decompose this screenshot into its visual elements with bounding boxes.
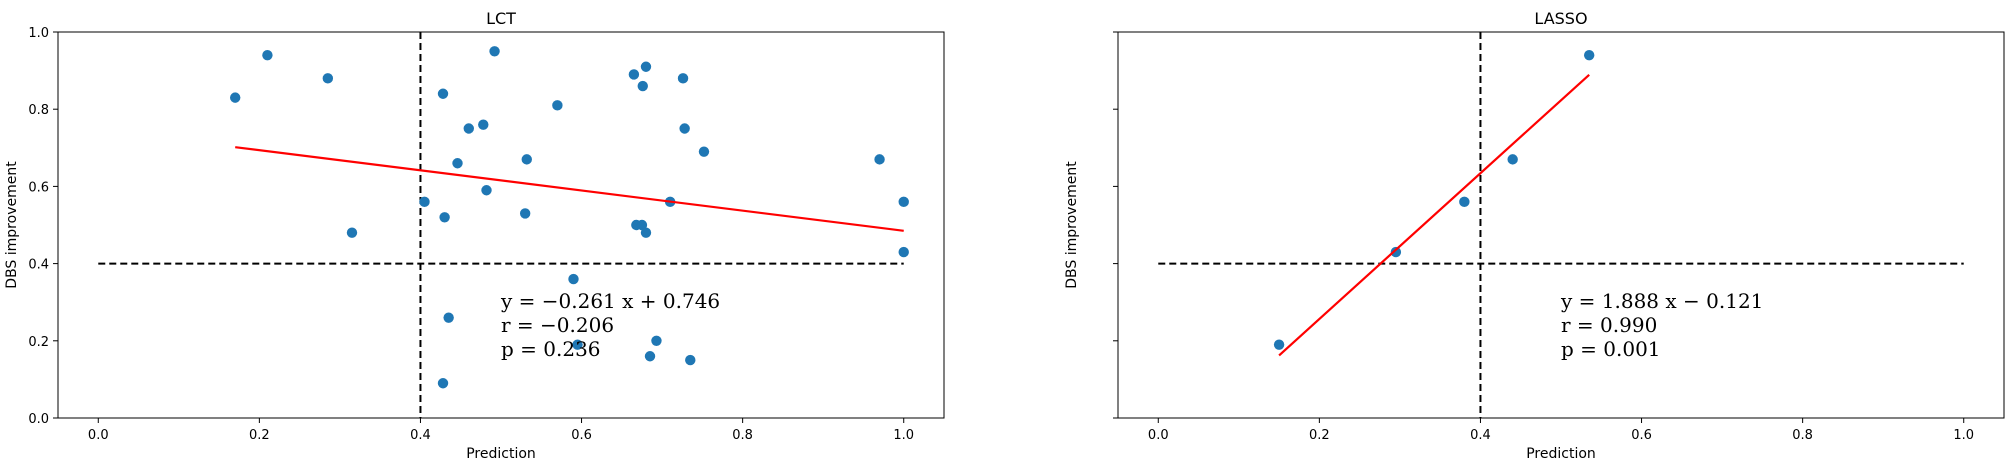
x-tick-label: 0.6 — [571, 428, 592, 443]
scatter-point — [262, 49, 273, 61]
x-tick-label: 1.0 — [1953, 428, 1974, 443]
scatter-point — [443, 312, 454, 323]
regression-line — [1278, 73, 1590, 357]
scatter-point — [677, 73, 689, 84]
regression-line — [235, 146, 904, 232]
x-axis-label: Prediction — [1526, 446, 1596, 462]
scatter-point — [685, 354, 696, 366]
scatter-point — [1459, 196, 1470, 208]
y-tick-label: 0.4 — [28, 258, 49, 273]
x-tick-label: 0.4 — [410, 428, 431, 443]
scatter-point — [521, 154, 532, 165]
x-tick-label: 1.0 — [893, 428, 914, 443]
x-tick-label: 0.4 — [1470, 428, 1491, 443]
x-tick-label: 0.8 — [732, 428, 753, 443]
scatter-point — [452, 158, 463, 169]
plot-area-frame — [57, 31, 945, 419]
scatter-point — [437, 378, 449, 389]
scatter-point — [628, 69, 640, 80]
scatter-point — [481, 185, 492, 196]
plot-area-frame — [1117, 31, 2005, 419]
scatter-point — [898, 196, 909, 208]
scatter-point — [1583, 49, 1595, 61]
chart-panel-lct: LCT 0.0 0.2 0.4 0.6 0.8 1.0 0.0 0.2 0.4 0.6 0.8 1.0 P… — [4, 9, 945, 462]
x-tick-label: 0.2 — [1309, 428, 1330, 443]
scatter-point — [463, 123, 474, 134]
chart-title: LCT — [486, 9, 516, 28]
scatter-point — [898, 246, 909, 258]
y-axis-label: DBS improvement — [4, 161, 20, 289]
regression-annotation: p = 0.236 — [501, 337, 601, 361]
scatter-point — [651, 335, 662, 346]
scatter-point — [478, 119, 489, 130]
regression-annotation: y = −0.261 x + 0.746 — [500, 289, 720, 313]
x-tick-label: 0.6 — [1631, 428, 1652, 443]
y-tick-label: 0.2 — [28, 335, 49, 350]
scatter-point — [439, 212, 450, 223]
x-tick-label: 0.0 — [88, 428, 109, 443]
x-tick-label: 0.2 — [249, 428, 270, 443]
y-tick-label: 0.6 — [28, 180, 49, 195]
scatter-point — [637, 80, 648, 92]
scatter-point — [1390, 246, 1402, 258]
x-tick-label: 0.8 — [1792, 428, 1813, 443]
regression-annotation: r = 0.990 — [1561, 313, 1657, 337]
scatter-point — [572, 339, 583, 350]
scatter-point — [519, 208, 531, 219]
y-tick-label: 0.8 — [28, 103, 49, 118]
y-tick-label: 0.0 — [28, 412, 49, 427]
scatter-point — [640, 61, 652, 72]
scatter-point — [874, 154, 885, 165]
scatter-point — [568, 273, 579, 285]
scatter-point — [437, 88, 449, 99]
scatter-point — [552, 100, 563, 111]
y-axis-label: DBS improvement — [1064, 161, 1080, 289]
scatter-point — [230, 92, 241, 103]
scatter-point — [644, 351, 656, 362]
regression-annotation: r = −0.206 — [501, 313, 614, 337]
chart-panel-lasso: LASSO 0.0 0.2 0.4 0.6 0.8 1.0 Prediction DBS imp… — [1064, 9, 2005, 462]
scatter-point — [1273, 339, 1285, 350]
scatter-point — [636, 219, 648, 231]
scatter-point — [679, 123, 690, 134]
scatter-point — [322, 73, 334, 84]
scatter-point — [1507, 154, 1518, 165]
x-axis-label: Prediction — [466, 446, 536, 462]
x-tick-label: 0.0 — [1148, 428, 1169, 443]
chart-title: LASSO — [1534, 9, 1587, 28]
scatter-point — [419, 196, 430, 208]
scatter-point — [489, 46, 500, 57]
scatter-point — [346, 227, 358, 238]
regression-annotation: p = 0.001 — [1561, 337, 1661, 361]
y-tick-label: 1.0 — [28, 26, 49, 41]
regression-annotation: y = 1.888 x − 0.121 — [1560, 289, 1763, 313]
scatter-point — [698, 146, 710, 157]
scatter-point — [640, 227, 652, 238]
